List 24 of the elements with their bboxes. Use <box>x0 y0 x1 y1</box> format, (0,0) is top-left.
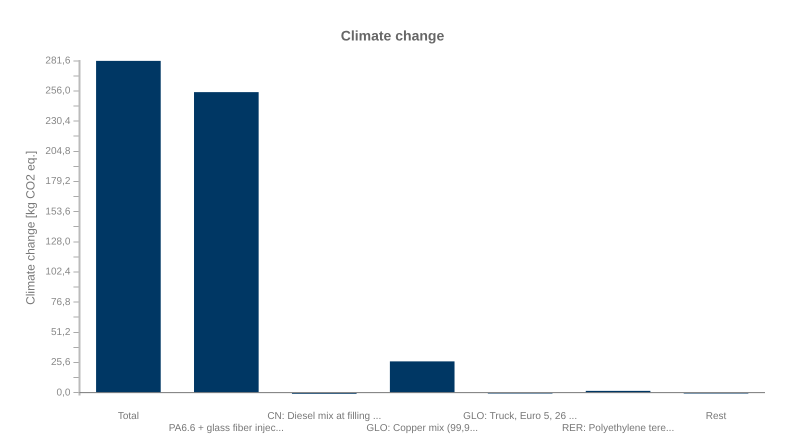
x-tick-label: Total <box>118 410 139 422</box>
y-tick-label: 0,0 <box>56 387 71 398</box>
x-tick-label: GLO: Copper mix (99,9... <box>366 422 478 434</box>
y-tick-label: 281,6 <box>45 56 71 67</box>
y-tick-label: 76,8 <box>50 296 71 308</box>
y-tick-label: 204,8 <box>45 146 71 158</box>
y-tick-label: 128,0 <box>45 236 71 248</box>
x-tick-label: RER: Polyethylene tere... <box>562 422 674 434</box>
y-tick-label: 51,2 <box>50 327 71 338</box>
y-tick-label: 179,2 <box>45 176 71 188</box>
x-tick-label: GLO: Truck, Euro 5, 26 ... <box>463 410 578 422</box>
bar <box>96 60 161 392</box>
y-tick-label: 102,4 <box>45 266 71 278</box>
x-tick-label: PA6.6 + glass fiber injec... <box>168 422 284 434</box>
y-tick-label: 25,6 <box>50 357 71 368</box>
y-tick-label: 153,6 <box>45 206 71 218</box>
y-tick-label: 230,4 <box>45 116 71 127</box>
x-tick-label: CN: Diesel mix at filling ... <box>267 410 382 422</box>
bar <box>390 361 455 392</box>
x-tick-label: Rest <box>706 410 727 422</box>
chart-title: Climate change <box>340 27 444 44</box>
y-tick-label: 256,0 <box>45 86 71 97</box>
y-axis-title: Climate change [kg CO2 eq.] <box>24 150 38 305</box>
bar <box>194 92 259 392</box>
